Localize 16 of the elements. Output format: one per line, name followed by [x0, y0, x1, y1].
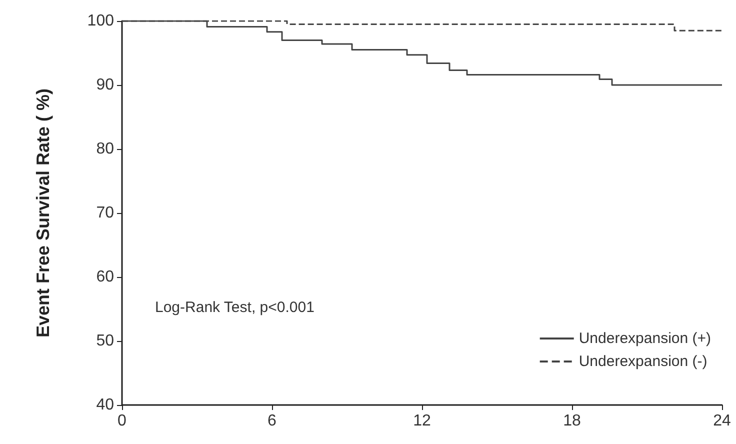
y-axis-title: Event Free Survival Rate ( %) [33, 88, 53, 338]
legend-label: Underexpansion (+) [578, 330, 712, 347]
legend-label: Underexpansion (-) [578, 353, 708, 370]
x-tick-label: 6 [268, 412, 277, 430]
y-tick-label: 50 [96, 332, 114, 350]
y-tick-label: 100 [87, 12, 114, 30]
y-tick-label: 90 [96, 76, 114, 94]
x-tick-label: 0 [118, 412, 127, 430]
x-tick-label: 12 [413, 412, 431, 430]
y-tick-label: 70 [96, 204, 114, 222]
y-tick-label: 40 [96, 396, 114, 414]
x-tick-label: 24 [713, 412, 731, 430]
y-tick-label: 60 [96, 268, 114, 286]
annotation: Log-Rank Test, p<0.001 [155, 299, 314, 316]
x-tick-label: 18 [563, 412, 581, 430]
y-tick-label: 80 [96, 140, 114, 158]
